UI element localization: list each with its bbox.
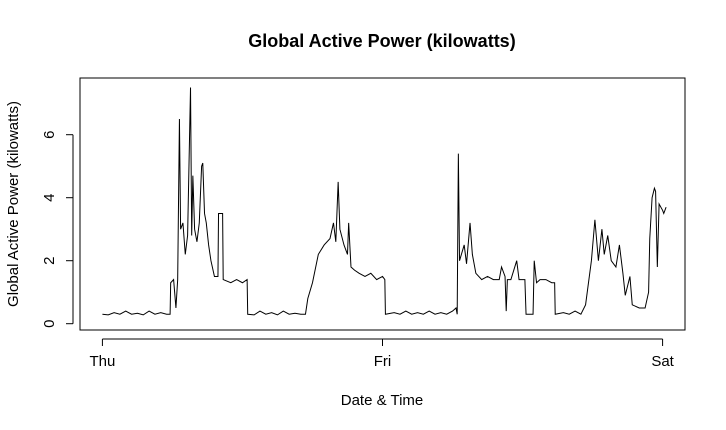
x-tick-label: Thu <box>89 353 115 370</box>
chart-title: Global Active Power (kilowatts) <box>248 31 515 51</box>
x-tick-label: Fri <box>374 353 392 370</box>
plot-box <box>79 77 686 331</box>
y-axis-label: Global Active Power (kilowatts) <box>5 101 22 307</box>
y-tick-label: 0 <box>41 320 58 328</box>
x-axis-label: Date & Time <box>341 392 424 409</box>
y-tick-label: 2 <box>41 257 58 265</box>
x-tick-label: Sat <box>651 353 674 370</box>
y-tick-label: 6 <box>41 131 58 139</box>
data-line <box>102 87 667 316</box>
y-tick-label: 4 <box>41 194 58 202</box>
